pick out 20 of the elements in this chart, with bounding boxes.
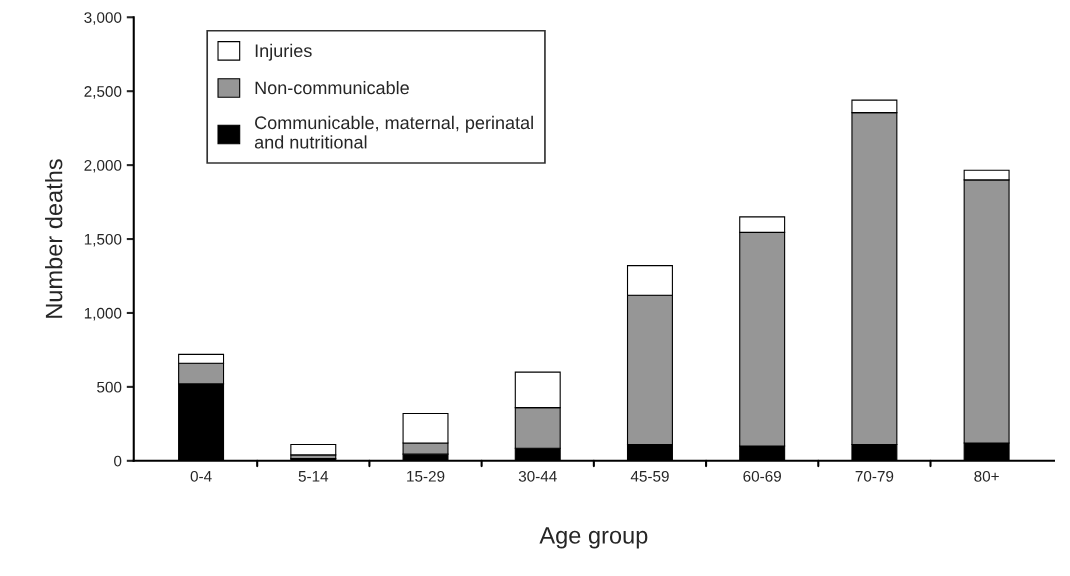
x-tick-label: 80+ bbox=[974, 470, 999, 482]
x-tick-label: 70-79 bbox=[855, 470, 894, 482]
legend-label: Non-communicable bbox=[255, 80, 409, 95]
y-axis-title: Number deaths bbox=[45, 159, 63, 318]
x-tick-label: 45-59 bbox=[630, 470, 669, 482]
y-tick-label: 2,000 bbox=[84, 159, 122, 173]
y-tick-label: 3,000 bbox=[84, 12, 122, 25]
y-tick-label: 0 bbox=[114, 455, 122, 467]
x-axis-title: Age group bbox=[539, 527, 648, 549]
legend-label: Injuries bbox=[255, 43, 312, 61]
x-tick-label: 30-44 bbox=[518, 470, 557, 482]
legend-label: Communicable, maternal, perinatal and nutritional bbox=[254, 115, 533, 149]
x-tick-label: 0-4 bbox=[190, 470, 212, 482]
x-tick-label: 60-69 bbox=[743, 470, 781, 482]
x-tick-label: 15-29 bbox=[407, 470, 445, 482]
y-tick-label: 2,500 bbox=[84, 86, 122, 99]
x-tick-label: 5-14 bbox=[298, 471, 329, 482]
y-tick-label: 1,500 bbox=[84, 233, 122, 247]
y-tick-label: 500 bbox=[97, 381, 122, 393]
y-tick-label: 1,000 bbox=[84, 307, 122, 321]
